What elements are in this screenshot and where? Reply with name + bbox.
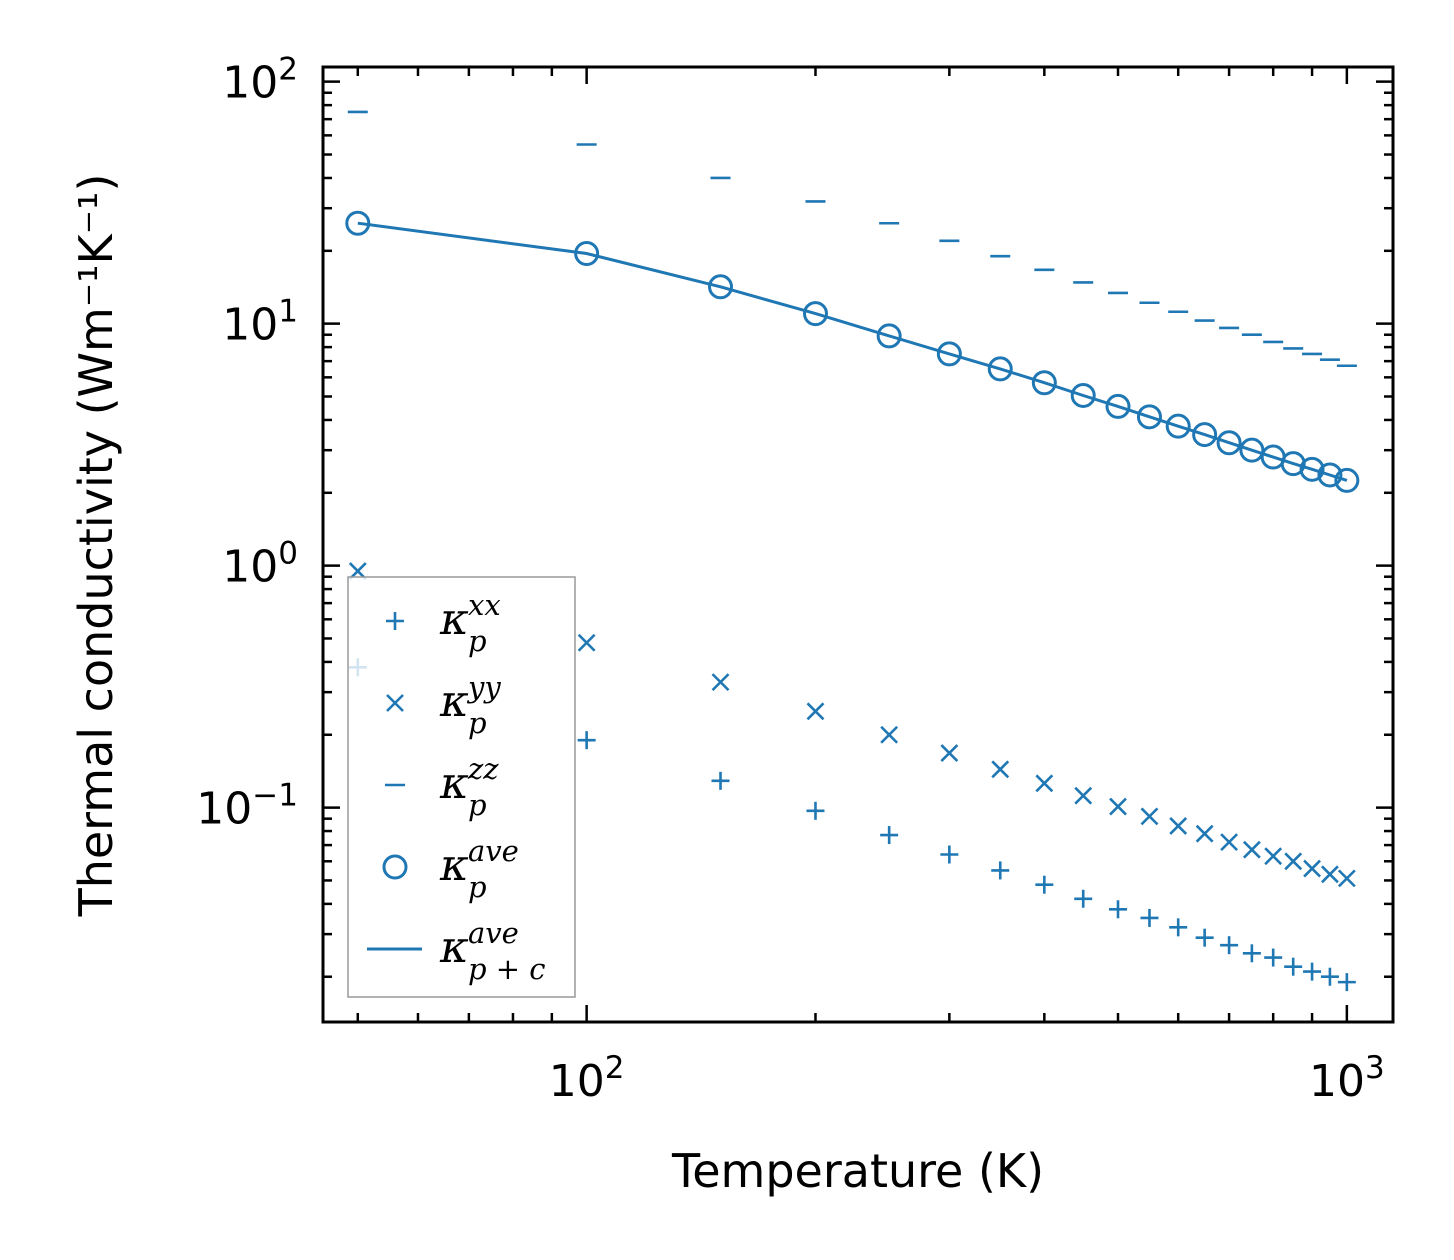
legend-marker-kyy — [386, 694, 404, 712]
point-kyy — [1242, 840, 1261, 859]
point-kave — [708, 274, 734, 300]
point-kxx — [1074, 889, 1093, 908]
point-kyy — [1074, 786, 1093, 805]
y-tick-label: 100 — [222, 536, 298, 593]
legend-marker-kave — [382, 854, 408, 880]
point-kyy — [1169, 817, 1188, 835]
point-kxx — [1337, 973, 1356, 992]
point-kyy — [711, 673, 730, 692]
point-kyy — [1195, 824, 1214, 843]
x-tick-label: 103 — [1309, 1050, 1385, 1107]
point-kxx — [1140, 908, 1159, 927]
point-kxx — [1169, 918, 1188, 937]
point-kxx — [577, 731, 596, 750]
legend-sub-kxx: p — [468, 624, 487, 658]
point-kxx — [880, 826, 899, 845]
tick-labels: 102 103 102 101 100 10−1 — [196, 52, 1384, 1107]
data-series — [345, 110, 1360, 992]
series-kave_pc — [357, 221, 1348, 482]
point-kave — [1165, 413, 1191, 439]
legend-label-kxx: κ — [439, 594, 469, 645]
point-kave — [876, 323, 902, 349]
point-kyy — [1284, 852, 1303, 871]
point-kyy — [880, 725, 899, 744]
legend-box — [347, 576, 576, 998]
point-kxx — [806, 801, 825, 820]
legend-marker-kxx — [386, 612, 404, 630]
point-kave — [987, 356, 1013, 382]
point-kxx — [1109, 900, 1128, 919]
legend-sup-kzz: zz — [467, 752, 499, 786]
point-kave — [1299, 456, 1325, 482]
point-kxx — [1264, 948, 1283, 967]
point-kave — [1334, 467, 1360, 493]
point-kave — [1105, 393, 1131, 419]
series-line-kave_pc — [357, 221, 1348, 482]
point-kxx — [1220, 936, 1239, 955]
legend-sup-kave_pc: ave — [468, 916, 519, 950]
y-tick-label: 102 — [222, 52, 298, 109]
point-kyy — [991, 760, 1010, 779]
legend-sup-kyy: yy — [466, 670, 501, 704]
point-kave — [1192, 422, 1218, 448]
point-kxx — [711, 771, 730, 790]
point-kave — [1317, 462, 1343, 488]
point-kxx — [1303, 962, 1322, 981]
series-kzz — [347, 110, 1357, 368]
point-kyy — [1303, 859, 1321, 878]
y-axis-title: Thermal conductivity (Wm⁻¹K⁻¹) — [69, 174, 123, 918]
legend-sub-kzz: p — [468, 788, 487, 822]
point-kyy — [577, 633, 596, 652]
point-kxx — [1242, 944, 1261, 963]
point-kyy — [1109, 797, 1127, 816]
legend-sup-kxx: xx — [468, 588, 501, 622]
y-tick-label: 101 — [222, 294, 298, 351]
y-tick-label: 10−1 — [196, 778, 298, 835]
legend-item-kyy: κ yyp — [386, 670, 501, 740]
point-kave — [802, 301, 828, 327]
legend-label-kyy: κ — [439, 676, 469, 727]
point-kxx — [1284, 957, 1303, 976]
point-kyy — [1264, 847, 1283, 866]
x-axis-title: Temperature (K) — [671, 1144, 1044, 1198]
point-kyy — [1337, 869, 1356, 888]
series-kave — [345, 210, 1360, 493]
point-kyy — [806, 702, 825, 721]
point-kave — [936, 341, 962, 367]
point-kave — [1136, 404, 1162, 430]
point-kyy — [1321, 865, 1339, 884]
point-kave — [1031, 370, 1057, 396]
point-kxx — [991, 861, 1010, 880]
legend-sub-kave: p — [468, 870, 487, 904]
point-kyy — [1140, 807, 1159, 826]
point-kave — [1216, 430, 1242, 456]
series-kyy — [348, 562, 1356, 888]
legend-sup-kave: ave — [468, 834, 519, 868]
plot-frame — [321, 65, 1395, 1024]
point-kxx — [1195, 928, 1214, 947]
legend-label-kzz: κ — [439, 758, 469, 809]
legend-label-kave_pc: κ — [439, 922, 469, 973]
legend-item-kzz: κ zzp — [385, 752, 499, 822]
legend-sub-kyy: p — [468, 706, 487, 740]
point-kyy — [1220, 833, 1239, 852]
point-kxx — [1035, 875, 1054, 894]
legend-label-kave: κ — [439, 840, 469, 891]
point-kxx — [940, 845, 959, 864]
legend-item-kxx: κ xxp — [386, 588, 501, 658]
point-kyy — [940, 744, 959, 763]
point-kyy — [1035, 774, 1054, 793]
point-kave — [1070, 382, 1096, 408]
legend-sub-kave_pc: p + c — [468, 952, 546, 986]
point-kxx — [1320, 967, 1339, 986]
x-tick-label: 102 — [549, 1050, 625, 1107]
